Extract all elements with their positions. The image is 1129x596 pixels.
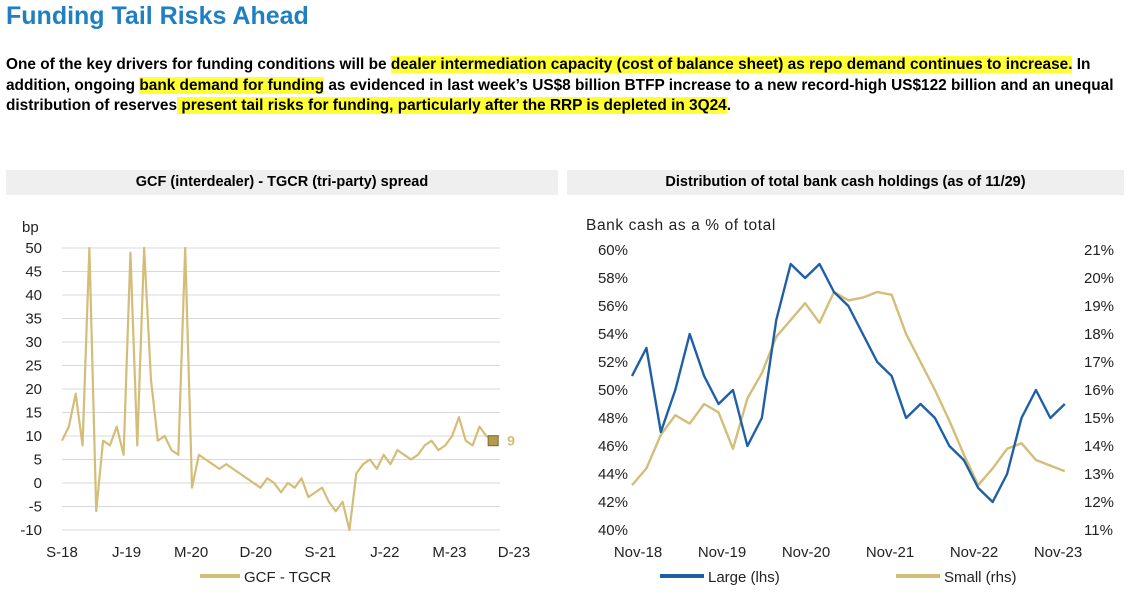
left-tick-label: 58% — [598, 270, 628, 287]
x-tick-label: Nov-23 — [1034, 544, 1082, 561]
left-tick-label: 60% — [598, 242, 628, 259]
series-line-small — [631, 290, 1066, 487]
y-tick-label: 30 — [25, 334, 42, 351]
right-tick-label: 17% — [1084, 354, 1114, 371]
y-axis-label: Bank cash as a % of total — [586, 217, 776, 234]
highlighted-text-3: present tail risks for funding, particul… — [177, 97, 727, 114]
y-tick-label: 10 — [25, 428, 42, 445]
right-tick-label: 11% — [1084, 522, 1113, 539]
paragraph-text-1: One of the key drivers for funding condi… — [6, 56, 391, 73]
bank-cash-chart: Bank cash as a % of total 40% 42% 44% 46% 48%… — [586, 217, 1114, 586]
left-tick-label: 44% — [598, 466, 628, 483]
paragraph-text-3: as evidenced in last week’s US$8 billion… — [6, 76, 1114, 115]
chart-2-title: Distribution of total bank cash holdings… — [567, 170, 1124, 195]
y-tick-label: 25 — [25, 358, 42, 375]
y-tick-label: 35 — [25, 311, 42, 328]
x-tick-label: Nov-20 — [782, 544, 830, 561]
intro-paragraph: One of the key drivers for funding condi… — [6, 55, 1116, 117]
right-tick-label: 16% — [1084, 382, 1114, 399]
y-tick-label: 50 — [25, 240, 42, 257]
right-tick-label: 19% — [1084, 298, 1114, 315]
paragraph-text-4: . — [726, 97, 731, 114]
y-tick-label: 45 — [25, 264, 42, 281]
left-tick-label: 42% — [598, 494, 628, 511]
x-tick-label: Nov-22 — [950, 544, 998, 561]
y-tick-label: -5 — [29, 499, 42, 516]
x-tick-label: M-23 — [432, 544, 466, 561]
left-tick-label: 46% — [598, 438, 628, 455]
x-tick-label: J-22 — [370, 544, 399, 561]
page-title: Funding Tail Risks Ahead — [6, 2, 309, 30]
spread-chart: -10 -5 0 5 10 15 20 25 30 35 40 45 50 bp S-18 J-19 M-20 D… — [20, 219, 531, 586]
left-tick-label: 56% — [598, 298, 628, 315]
end-marker — [487, 435, 499, 447]
x-tick-label: D-20 — [239, 544, 272, 561]
y-tick-label: 5 — [34, 452, 42, 469]
right-tick-label: 13% — [1084, 466, 1114, 483]
legend-label-small: Small (rhs) — [944, 569, 1017, 586]
paragraph-text-2: In addition, ongoing — [6, 56, 1091, 94]
left-tick-label: 40% — [598, 522, 628, 539]
left-tick-label: 50% — [598, 382, 628, 399]
y-tick-label: 40 — [25, 287, 42, 304]
left-tick-label: 54% — [598, 326, 628, 343]
y-axis-label: bp — [22, 219, 39, 236]
x-tick-label: Nov-19 — [698, 544, 746, 561]
y-tick-label: -10 — [20, 522, 42, 539]
series-line-gcf-tgcr — [61, 246, 494, 532]
highlighted-text-1: dealer intermediation capacity (cost of … — [390, 56, 1073, 73]
right-tick-label: 20% — [1084, 270, 1114, 287]
left-tick-label: 48% — [598, 410, 628, 427]
y-tick-label: 15 — [25, 405, 42, 422]
x-tick-label: Nov-21 — [866, 544, 914, 561]
x-tick-label: Nov-18 — [614, 544, 662, 561]
y-tick-label: 20 — [25, 381, 42, 398]
left-tick-label: 52% — [598, 354, 628, 371]
end-value-label: 9 — [507, 433, 515, 449]
right-tick-label: 14% — [1084, 438, 1114, 455]
right-tick-label: 21% — [1084, 242, 1114, 259]
right-tick-label: 18% — [1084, 326, 1114, 343]
right-tick-label: 12% — [1084, 494, 1114, 511]
x-tick-label: J-19 — [112, 544, 141, 561]
series-line-large — [630, 262, 1066, 504]
x-tick-label: S-21 — [304, 544, 336, 561]
legend-label-large: Large (lhs) — [708, 569, 780, 586]
legend-label-gcf-tgcr: GCF - TGCR — [244, 569, 331, 586]
right-tick-label: 15% — [1084, 410, 1114, 427]
chart-1-title: GCF (interdealer) - TGCR (tri-party) spr… — [6, 170, 558, 195]
x-tick-label: S-18 — [46, 544, 78, 561]
x-tick-label: M-20 — [174, 544, 208, 561]
y-tick-label: 0 — [34, 475, 42, 492]
highlighted-text-2: bank demand for funding — [139, 76, 325, 94]
x-tick-label: D-23 — [498, 544, 531, 561]
